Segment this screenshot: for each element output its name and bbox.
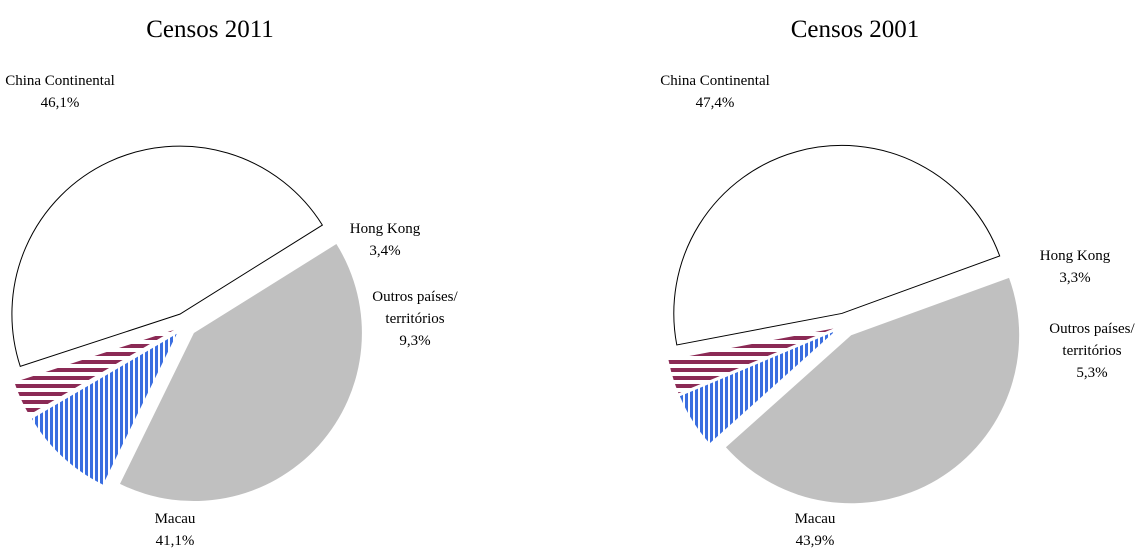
category-name: Hong Kong [349, 221, 421, 237]
category-name: Hong Kong [1039, 248, 1111, 264]
pie-slice [11, 145, 324, 368]
category-name: China Continental [5, 73, 115, 89]
slice-label: Hong Kong 3,4% [335, 218, 435, 262]
slice-label: China Continental 46,1% [5, 70, 115, 114]
slice-label: Macau 41,1% [125, 508, 225, 552]
slice-label: Macau 43,9% [765, 508, 865, 552]
value-label: 5,3% [1076, 365, 1108, 381]
slice-label: Outros países/ territórios 9,3% [360, 286, 470, 352]
slice-label: Hong Kong 3,3% [1025, 245, 1125, 289]
pie-slice [31, 333, 177, 485]
category-name: Outros países/ territórios [1049, 321, 1135, 359]
slice-label: China Continental 47,4% [660, 70, 770, 114]
category-name: Macau [794, 511, 836, 527]
category-name: China Continental [660, 73, 770, 89]
slice-label: Outros países/ territórios 5,3% [1037, 318, 1147, 384]
value-label: 9,3% [399, 333, 431, 349]
value-label: 46,1% [40, 95, 80, 111]
chart-title: Censos 2001 [790, 16, 920, 43]
pie-slice [668, 328, 834, 394]
pie-slice [14, 329, 175, 415]
value-label: 3,3% [1059, 270, 1091, 286]
category-name: Macau [154, 511, 196, 527]
pie-slice [673, 144, 1001, 346]
pie-slice [679, 331, 835, 444]
value-label: 47,4% [695, 95, 735, 111]
value-label: 43,9% [795, 533, 835, 549]
value-label: 3,4% [369, 243, 401, 259]
category-name: Outros países/ territórios [372, 289, 458, 327]
chart-title: Censos 2011 [146, 16, 274, 43]
value-label: 41,1% [155, 533, 195, 549]
pie-slice [725, 277, 1020, 504]
pie-slice [119, 244, 362, 502]
